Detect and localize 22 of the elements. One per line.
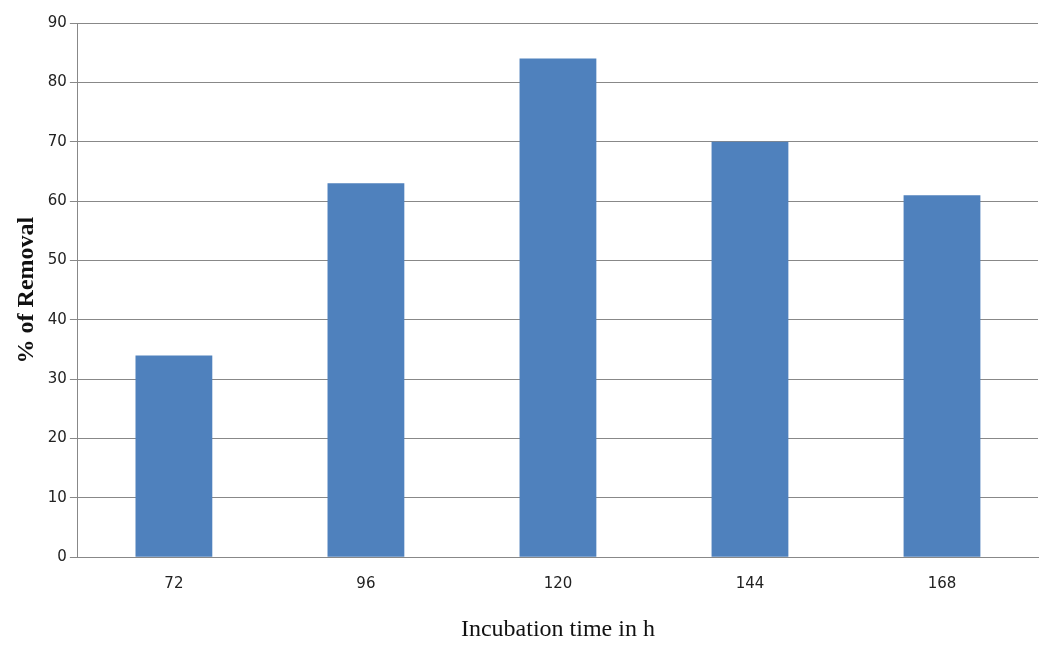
y-tick-label: 0: [57, 547, 67, 566]
y-tick-label: 50: [47, 250, 67, 269]
y-tick-label: 70: [47, 131, 67, 150]
bar: [711, 141, 789, 557]
x-tick-label: 96: [356, 574, 376, 593]
bar: [135, 355, 213, 557]
bar: [903, 195, 981, 557]
y-tick-label: 30: [47, 369, 67, 388]
x-tick-label: 144: [735, 574, 765, 593]
y-tick-label: 10: [47, 487, 67, 506]
y-tick-label: 40: [47, 309, 67, 328]
bar: [327, 183, 405, 557]
y-tick-label: 90: [47, 12, 67, 31]
bar: [519, 58, 597, 557]
x-axis-title: Incubation time in h: [460, 614, 655, 641]
x-tick-label: 120: [543, 574, 573, 593]
y-tick-label: 60: [47, 190, 67, 209]
x-tick-label: 72: [164, 574, 184, 593]
x-tick-label: 168: [927, 574, 957, 593]
y-tick-label: 80: [47, 72, 67, 91]
y-axis-title: % of Removal: [11, 216, 38, 364]
y-tick-label: 20: [47, 428, 67, 447]
